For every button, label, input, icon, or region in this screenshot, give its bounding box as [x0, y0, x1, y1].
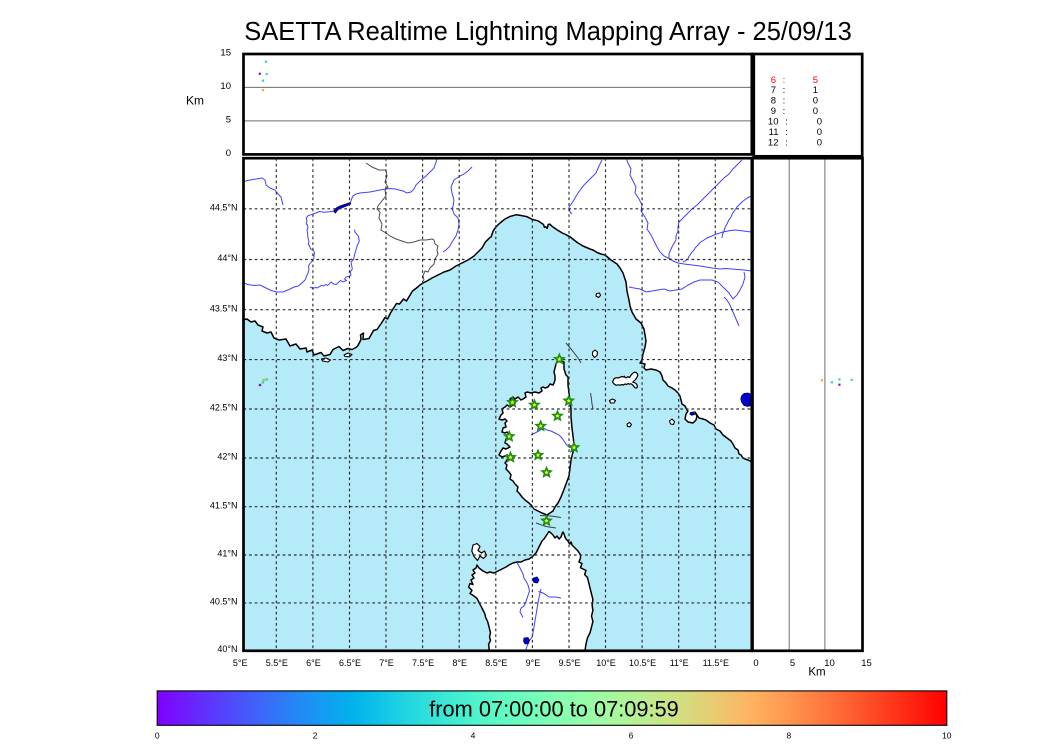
svg-text:5: 5	[226, 114, 231, 125]
svg-text:7.5°E: 7.5°E	[412, 658, 434, 668]
svg-text:11°E: 11°E	[670, 658, 689, 668]
svg-text::: :	[783, 96, 786, 107]
svg-text:6°E: 6°E	[306, 658, 321, 668]
svg-text:5: 5	[790, 658, 795, 669]
svg-text:0: 0	[813, 96, 818, 107]
svg-text:41°N: 41°N	[217, 549, 237, 559]
svg-text:9.5°E: 9.5°E	[558, 658, 580, 668]
svg-text:4: 4	[471, 731, 476, 741]
svg-text:42.5°N: 42.5°N	[210, 403, 238, 413]
svg-text:from 07:00:00 to 07:09:59: from 07:00:00 to 07:09:59	[429, 697, 679, 722]
svg-text:40°N: 40°N	[217, 644, 237, 654]
svg-text:1: 1	[813, 85, 818, 96]
svg-text:10.5°E: 10.5°E	[629, 658, 656, 668]
svg-text::: :	[783, 85, 786, 96]
svg-text:40.5°N: 40.5°N	[210, 597, 238, 607]
svg-text::: :	[785, 137, 788, 148]
svg-text:11: 11	[769, 127, 779, 138]
svg-text:43.5°N: 43.5°N	[210, 303, 238, 313]
svg-text:0: 0	[817, 116, 822, 127]
svg-text:0: 0	[817, 137, 822, 148]
svg-text:9°E: 9°E	[526, 658, 541, 668]
svg-text:Km: Km	[808, 667, 825, 679]
svg-text:5°E: 5°E	[233, 658, 248, 668]
svg-text:12: 12	[768, 137, 779, 148]
svg-text:10: 10	[220, 81, 231, 92]
svg-text:7: 7	[771, 85, 776, 96]
svg-text:2: 2	[313, 731, 318, 741]
svg-text:6.5°E: 6.5°E	[339, 658, 361, 668]
svg-text:15: 15	[861, 658, 872, 669]
svg-text:0: 0	[817, 127, 822, 138]
svg-text:5.5°E: 5.5°E	[266, 658, 288, 668]
svg-text:7°E: 7°E	[379, 658, 394, 668]
svg-text:15: 15	[220, 47, 231, 58]
svg-text:9: 9	[771, 106, 776, 117]
svg-text:42°N: 42°N	[217, 452, 237, 462]
svg-text:6: 6	[629, 731, 634, 741]
svg-text::: :	[785, 127, 788, 138]
svg-text:Km: Km	[186, 94, 204, 108]
svg-text:10°E: 10°E	[596, 658, 616, 668]
svg-text:0: 0	[155, 731, 160, 741]
svg-text:0: 0	[226, 148, 231, 159]
svg-text:8.5°E: 8.5°E	[485, 658, 507, 668]
svg-text:6: 6	[771, 75, 776, 86]
svg-text:5: 5	[813, 75, 818, 86]
svg-text:SAETTA Realtime Lightning Mapp: SAETTA Realtime Lightning Mapping Array …	[244, 18, 852, 46]
svg-text:44°N: 44°N	[217, 253, 237, 263]
svg-text:10: 10	[942, 731, 952, 741]
svg-text:44.5°N: 44.5°N	[210, 202, 238, 212]
svg-text:0: 0	[813, 106, 818, 117]
svg-text:8: 8	[771, 96, 776, 107]
svg-text::: :	[785, 116, 788, 127]
svg-text:10: 10	[824, 658, 835, 669]
svg-text:8°E: 8°E	[452, 658, 467, 668]
svg-text:8: 8	[787, 731, 792, 741]
svg-text:0: 0	[753, 658, 758, 669]
svg-text::: :	[783, 75, 786, 86]
svg-text:10: 10	[768, 116, 779, 127]
svg-text:41.5°N: 41.5°N	[210, 500, 238, 510]
svg-text:43°N: 43°N	[217, 353, 237, 363]
svg-text:11.5°E: 11.5°E	[703, 658, 729, 668]
svg-text::: :	[783, 106, 786, 117]
